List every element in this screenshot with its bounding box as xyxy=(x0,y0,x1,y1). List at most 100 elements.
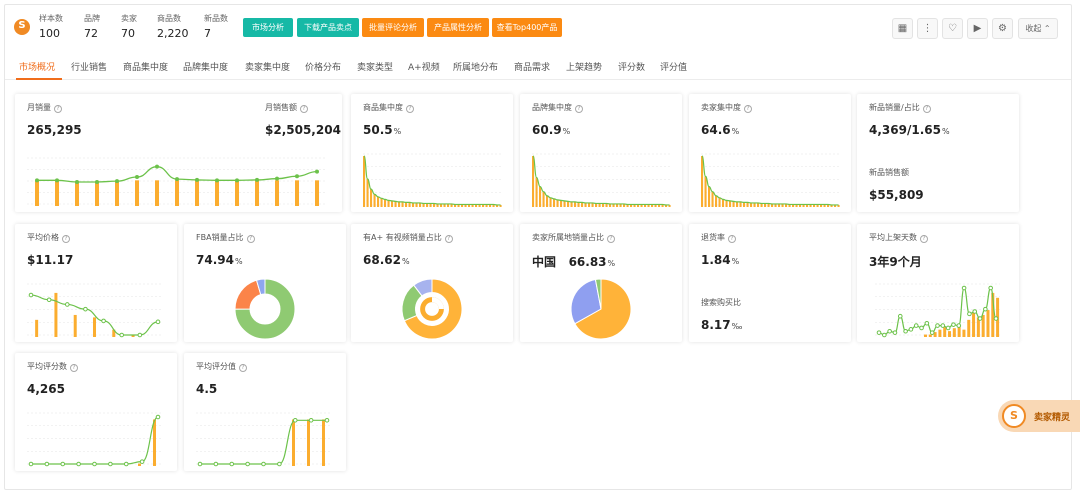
sales-point xyxy=(95,179,99,184)
trend-point xyxy=(945,325,951,331)
help-icon[interactable]: ? xyxy=(300,105,308,113)
trend-point xyxy=(935,323,940,328)
value-unit: % xyxy=(941,127,950,136)
help-icon[interactable]: ? xyxy=(239,364,247,372)
concentration-bar xyxy=(739,201,742,207)
concentration-bar xyxy=(715,195,718,207)
sales-point xyxy=(155,164,159,169)
tab-brand-concentration[interactable]: 品牌集中度 xyxy=(183,63,229,73)
sales-point xyxy=(235,178,239,183)
concentration-bar xyxy=(760,203,763,207)
tab-industry-sales[interactable]: 行业销售 xyxy=(71,63,108,73)
value-bar xyxy=(93,317,96,337)
card-brand-concentration: 品牌集中度? 60.9% xyxy=(520,94,682,212)
help-icon[interactable]: ? xyxy=(406,105,414,113)
value-bar xyxy=(981,314,985,337)
trend-point xyxy=(967,311,972,317)
card-title: 新品销量/占比? xyxy=(869,102,931,113)
aplus-value: 68.62% xyxy=(363,253,410,267)
market-analysis-button[interactable]: 市场分析 xyxy=(243,18,293,37)
brand-concentration-chart xyxy=(532,153,672,207)
product-attribute-analysis-button[interactable]: 产品属性分析 xyxy=(427,18,489,37)
monthly-sales-chart xyxy=(27,157,327,206)
trend-point xyxy=(46,297,52,303)
more-icon[interactable]: ⋮ xyxy=(917,18,938,39)
tab-location-distribution[interactable]: 所属地分布 xyxy=(453,63,499,73)
tab-review-score[interactable]: 评分值 xyxy=(660,63,688,73)
tab-market-overview[interactable]: 市场概况 xyxy=(19,63,56,73)
concentration-bar xyxy=(732,201,735,207)
card-title: 卖家所属地销量占比? xyxy=(532,232,615,243)
concentration-bar xyxy=(567,201,570,207)
tab-aplus-video[interactable]: A+视频 xyxy=(408,63,440,73)
card-title: 平均评分值? xyxy=(196,361,247,372)
card-title: 有A+ 有视频销量占比? xyxy=(363,232,453,243)
help-icon[interactable]: ? xyxy=(607,235,615,243)
help-icon[interactable]: ? xyxy=(575,105,583,113)
collapse-button[interactable]: 收起 ⌃ xyxy=(1018,18,1058,39)
help-icon[interactable]: ? xyxy=(920,235,928,243)
trend-point xyxy=(887,328,892,334)
concentration-line xyxy=(363,155,501,206)
sales-bar xyxy=(155,180,159,206)
download-selling-points-button[interactable]: 下载产品卖点 xyxy=(297,18,359,37)
sales-bar xyxy=(55,180,59,206)
batch-review-analysis-button[interactable]: 批量评论分析 xyxy=(362,18,424,37)
assistant-badge[interactable]: 卖家精灵 xyxy=(998,400,1080,432)
concentration-bar xyxy=(788,204,791,207)
pie-slice xyxy=(255,278,266,296)
concentration-line xyxy=(532,155,670,206)
help-icon[interactable]: ? xyxy=(54,105,62,113)
trend-point xyxy=(882,332,887,338)
value-bar xyxy=(938,329,942,337)
concentration-bar xyxy=(475,204,478,207)
tab-product-concentration[interactable]: 商品集中度 xyxy=(123,63,169,73)
help-icon[interactable]: ? xyxy=(728,235,736,243)
stat-new-products: 新品数 7 xyxy=(204,13,228,40)
concentration-bar xyxy=(384,199,387,207)
heart-icon[interactable]: ♡ xyxy=(942,18,963,39)
value-bar xyxy=(54,292,58,337)
tab-listing-trend[interactable]: 上架趋势 xyxy=(566,63,603,73)
trend-point xyxy=(924,320,930,326)
trend-point xyxy=(308,417,314,423)
card-title: 品牌集中度? xyxy=(532,102,583,113)
concentration-bar xyxy=(781,203,784,207)
tab-bar: 市场概况 行业销售 商品集中度 品牌集中度 卖家集中度 价格分布 卖家类型 A+… xyxy=(5,53,1071,80)
concentration-bar xyxy=(532,156,535,207)
stat-value: 2,220 xyxy=(157,27,189,40)
sales-bar xyxy=(275,180,279,206)
concentration-bar xyxy=(764,203,767,207)
grid-icon[interactable]: ▦ xyxy=(892,18,913,39)
trend-point xyxy=(993,316,999,321)
concentration-bar xyxy=(799,204,802,207)
concentration-bar xyxy=(408,202,411,207)
trend-point xyxy=(137,332,143,338)
sales-bar xyxy=(175,180,179,206)
video-icon[interactable]: ▶ xyxy=(967,18,988,39)
settings-icon[interactable]: ⚙ xyxy=(992,18,1013,39)
tab-product-demand[interactable]: 商品需求 xyxy=(514,63,551,73)
tab-seller-concentration[interactable]: 卖家集中度 xyxy=(245,63,291,73)
value-bar xyxy=(138,463,141,466)
help-icon[interactable]: ? xyxy=(70,364,78,372)
concentration-bar xyxy=(482,204,485,207)
tab-review-count[interactable]: 评分数 xyxy=(618,63,646,73)
tab-seller-type[interactable]: 卖家类型 xyxy=(357,63,394,73)
value-bar xyxy=(957,326,961,337)
value-number: 1.84 xyxy=(701,253,731,267)
concentration-bar xyxy=(588,202,591,207)
top400-products-button[interactable]: 查看Top400产品 xyxy=(492,18,562,37)
help-icon[interactable]: ? xyxy=(62,235,70,243)
help-icon[interactable]: ? xyxy=(246,235,255,243)
review-count-chart xyxy=(27,412,162,467)
help-icon[interactable]: ? xyxy=(744,105,752,113)
help-icon[interactable]: ? xyxy=(922,105,931,113)
help-icon[interactable]: ? xyxy=(444,235,453,243)
value-unit: ‰ xyxy=(731,322,743,331)
value-bar xyxy=(928,334,932,337)
tab-price-distribution[interactable]: 价格分布 xyxy=(305,63,342,73)
avg-price-chart xyxy=(27,283,162,338)
concentration-bar xyxy=(809,204,812,207)
trend-point xyxy=(261,461,266,467)
